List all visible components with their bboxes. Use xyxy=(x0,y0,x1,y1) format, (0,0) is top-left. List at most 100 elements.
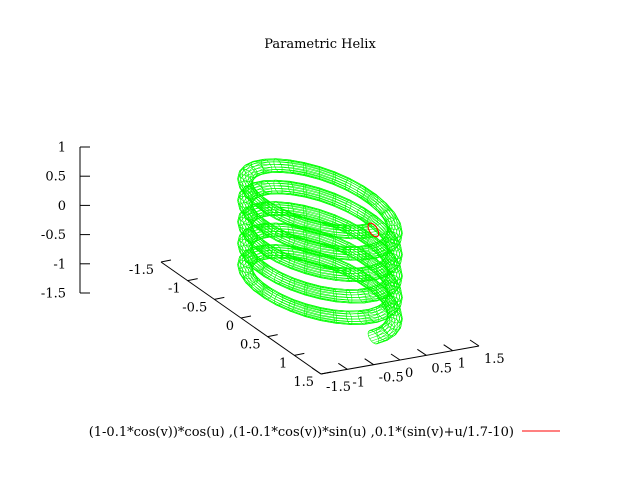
helix-surface xyxy=(237,158,403,345)
legend-label: (1-0.1*cos(v))*cos(u) ,(1-0.1*cos(v))*si… xyxy=(89,425,514,440)
x-tick xyxy=(187,278,198,282)
surface-ring-v xyxy=(376,326,390,341)
surface-ring-v xyxy=(288,298,295,312)
surface-ring-v xyxy=(260,180,273,195)
y-tick xyxy=(390,353,401,361)
y-axis-ticks: -1.5 -1 -0.5 0 0.5 1 1.5 xyxy=(311,339,505,395)
surface-ring-v xyxy=(367,214,379,227)
z-tick-label: -1.5 xyxy=(41,287,66,302)
y-tick-label: -1 xyxy=(352,375,365,390)
surface-ring-v xyxy=(333,266,337,281)
surface-ring-v xyxy=(385,217,402,230)
surface-ring-v xyxy=(381,230,397,244)
surface-ring-v xyxy=(367,329,380,345)
x-tick xyxy=(294,352,305,356)
surface-ring-v xyxy=(387,310,403,324)
surface-ring-v xyxy=(381,295,397,308)
surface-ring-v xyxy=(304,281,308,296)
surface-ring-v xyxy=(243,208,259,222)
y-tick xyxy=(311,367,322,375)
surface-ring-v xyxy=(381,209,397,222)
y-tick xyxy=(417,348,427,356)
surface-ring-v xyxy=(251,280,265,293)
surface-ring-v xyxy=(367,244,380,259)
surface-ring-v xyxy=(287,245,295,260)
surface-ring-v xyxy=(250,160,264,175)
x-tick xyxy=(214,296,225,300)
surface-ring-v xyxy=(333,223,337,238)
y-tick xyxy=(338,362,348,370)
surface-ring-v xyxy=(382,236,397,251)
z-tick-label: -0.5 xyxy=(41,228,66,243)
surface-ring-v xyxy=(382,258,397,272)
surface-ring-v xyxy=(345,177,352,192)
surface-ring-v xyxy=(385,316,402,331)
z-axis-ticks: -1.5 -1 -0.5 0 0.5 1 xyxy=(41,141,90,302)
surface-ring-v xyxy=(357,267,367,282)
surface-ring-v xyxy=(251,215,265,229)
surface-ring-v xyxy=(333,245,337,260)
surface-ring-v xyxy=(260,158,273,174)
surface-ring-v xyxy=(385,295,402,309)
surface-ring-v xyxy=(238,223,255,236)
surface-ring-v xyxy=(273,179,283,195)
surface-ring-v xyxy=(237,217,253,231)
x-tick-label: 1 xyxy=(279,356,287,371)
surface-ring-v xyxy=(273,222,283,237)
surface-ring-v xyxy=(387,224,403,238)
x-tick xyxy=(240,315,252,319)
surface-ring-v xyxy=(387,267,403,281)
surface-ring-v xyxy=(357,310,367,325)
surface-ring-v xyxy=(288,277,295,291)
surface-ring-v xyxy=(238,211,255,226)
surface-ring-v xyxy=(238,266,255,279)
x-tick xyxy=(160,259,172,263)
x-tick-label: -1 xyxy=(168,282,181,297)
surface-ring-v xyxy=(238,180,255,194)
surface-ring-v xyxy=(237,195,253,209)
surface-ring-v xyxy=(243,251,259,265)
surface-ring-v xyxy=(332,192,336,207)
legend: (1-0.1*cos(v))*cos(u) ,(1-0.1*cos(v))*si… xyxy=(89,425,560,440)
surface-ring-v xyxy=(332,171,336,185)
x-tick xyxy=(320,371,332,375)
surface-ring-v xyxy=(382,322,397,337)
x-tick-label: 0 xyxy=(226,319,234,334)
surface-ring-v xyxy=(367,308,380,323)
surface-ring-v xyxy=(288,255,295,270)
surface-ring-v xyxy=(243,273,259,286)
surface-ring-v xyxy=(376,241,390,256)
y-tick-label: -0.5 xyxy=(379,371,404,386)
surface-ring-v xyxy=(304,260,308,275)
surface-ring-v xyxy=(333,309,337,324)
surface-ring-v xyxy=(376,284,390,299)
x-tick-label: 0.5 xyxy=(240,338,261,353)
y-tick-label: 0 xyxy=(405,366,413,381)
surface-ring-v xyxy=(274,250,284,263)
y-tick-label: 1.5 xyxy=(484,352,505,367)
y-tick xyxy=(443,344,453,352)
surface-ring-v xyxy=(382,279,397,294)
surface-ring-v xyxy=(261,222,273,235)
z-tick-label: -1 xyxy=(53,257,66,272)
surface-ring-v xyxy=(237,174,253,188)
surface-ring-v xyxy=(381,273,397,287)
x-tick xyxy=(267,334,278,338)
surface-ring-v xyxy=(251,258,265,271)
surface-ring-v xyxy=(261,244,273,257)
x-axis-ticks: -1.5 -1-0.5 0 0.5 1 1.5 xyxy=(129,259,332,390)
surface-ring-v xyxy=(367,278,379,292)
surface-ring-v xyxy=(345,224,353,240)
surface-ring-v xyxy=(382,301,397,315)
surface-ring-v xyxy=(387,246,403,260)
surface-ring-v xyxy=(376,262,390,277)
surface-ring-v xyxy=(261,265,273,278)
surface-ring-v xyxy=(345,267,353,282)
chart-title: Parametric Helix xyxy=(264,37,376,52)
surface-ring-v xyxy=(345,199,352,213)
surface-ring-v xyxy=(273,201,283,216)
surface-ring-v xyxy=(385,231,402,245)
y-tick-label: -1.5 xyxy=(326,380,351,395)
